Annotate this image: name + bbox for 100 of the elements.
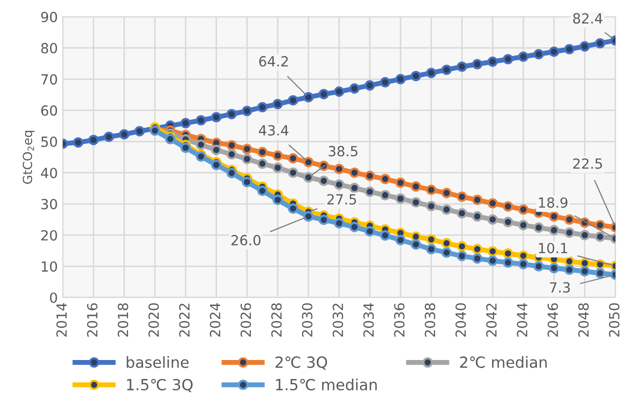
x-tick-label: 2020: [148, 303, 159, 337]
x-tick-label: 2026: [240, 303, 252, 337]
point: [548, 211, 560, 222]
y-tick-label: 30: [41, 198, 58, 210]
point: [288, 153, 298, 164]
y-tick-label: 20: [41, 230, 58, 241]
point: [472, 244, 482, 254]
point: [211, 144, 222, 156]
legend-label: 1.5℃ median: [276, 378, 377, 390]
point: [318, 88, 329, 100]
data-label: 7.3: [550, 282, 570, 293]
point: [364, 80, 376, 91]
point: [334, 179, 344, 190]
legend-label: 2℃ 3Q: [276, 356, 328, 370]
point: [487, 255, 498, 266]
legend-label: 1.5℃ 3Q: [127, 378, 193, 392]
point: [242, 144, 252, 154]
point: [180, 142, 191, 153]
point: [487, 214, 498, 225]
point: [564, 44, 575, 54]
x-tick-label: 2044: [516, 303, 528, 337]
point: [518, 204, 529, 215]
point: [364, 226, 376, 237]
point: [272, 194, 283, 206]
point: [196, 115, 206, 126]
point: [165, 134, 176, 144]
point: [395, 74, 406, 84]
point: [594, 220, 606, 230]
point: [518, 220, 529, 230]
point: [533, 48, 544, 60]
point: [441, 238, 452, 248]
point: [502, 54, 514, 64]
point: [410, 239, 422, 250]
point: [303, 156, 314, 168]
point: [487, 198, 498, 208]
point: [456, 241, 468, 252]
point: [242, 176, 252, 188]
point: [472, 253, 482, 264]
y-tick-label: 90: [41, 12, 58, 22]
point: [242, 154, 252, 164]
x-tick-label: 2038: [424, 303, 436, 337]
point: [334, 218, 344, 228]
data-label: 18.9: [539, 197, 568, 208]
point: [88, 134, 99, 146]
data-label: 64.2: [259, 56, 288, 67]
point: [564, 264, 575, 275]
x-tick-label: 2024: [210, 303, 220, 337]
point: [72, 137, 84, 148]
point: [487, 246, 498, 257]
x-tick-label: 2014: [56, 303, 67, 337]
x-tick-label: 2016: [87, 303, 98, 337]
point: [257, 158, 268, 169]
point: [318, 176, 329, 186]
point: [594, 38, 606, 48]
point: [533, 261, 544, 272]
point: [441, 188, 452, 198]
y-tick-label: 40: [40, 168, 58, 178]
point: [410, 197, 422, 208]
x-tick-label: 2042: [486, 304, 497, 337]
point: [426, 234, 436, 245]
point: [380, 174, 390, 184]
point: [518, 250, 529, 261]
x-tick-label: 2048: [578, 303, 589, 337]
point: [441, 247, 452, 258]
point: [502, 201, 514, 212]
x-tick-label: 2028: [271, 303, 282, 337]
point: [242, 106, 252, 116]
x-tick-label: 2046: [548, 303, 558, 337]
point: [288, 168, 298, 178]
data-label: 10.1: [539, 242, 568, 254]
point: [226, 149, 237, 160]
data-label: 38.5: [328, 146, 358, 156]
point: [441, 204, 452, 215]
point: [134, 126, 145, 136]
point: [257, 102, 268, 112]
point: [502, 216, 514, 228]
point: [226, 168, 237, 178]
point: [395, 193, 406, 204]
point: [518, 258, 529, 270]
point: [456, 208, 468, 218]
point: [272, 150, 283, 161]
point: [303, 211, 314, 222]
point: [104, 132, 114, 142]
point: [533, 222, 544, 233]
point: [456, 250, 468, 262]
point: [118, 129, 130, 140]
point: [272, 98, 283, 110]
point: [594, 231, 606, 242]
point: [349, 182, 360, 194]
point: [502, 248, 514, 259]
point: [272, 162, 283, 173]
legend-label: 2℃ median: [460, 356, 547, 368]
point: [456, 61, 468, 72]
x-tick-label: 2050: [608, 303, 620, 337]
point: [594, 268, 606, 278]
point: [334, 86, 344, 97]
point: [226, 140, 237, 150]
point: [472, 194, 482, 206]
data-label: 26.0: [231, 234, 260, 246]
y-axis-title: GtCO$_{2}$eq: [22, 130, 35, 184]
